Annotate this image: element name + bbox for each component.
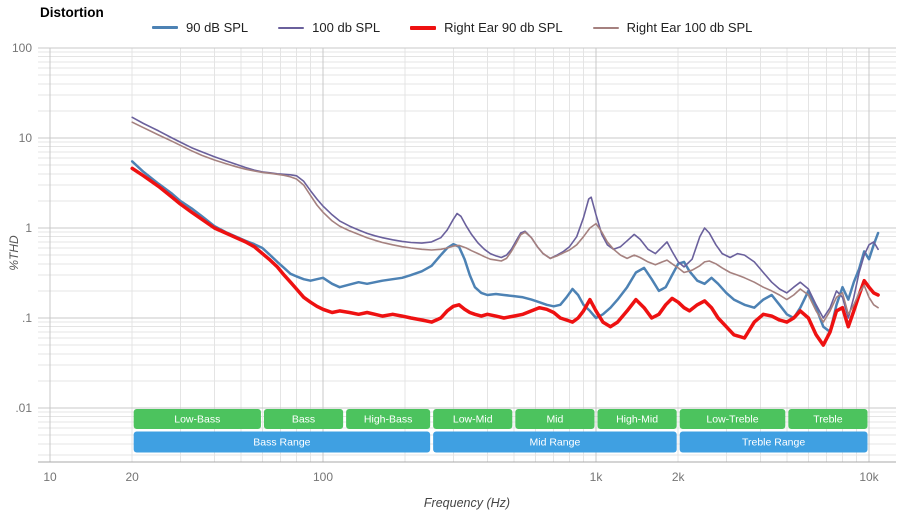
band-treble-range[interactable]: Treble Range: [679, 431, 868, 453]
x-tick-2k: 2k: [672, 470, 686, 484]
x-tick-10k: 10k: [859, 470, 879, 484]
band-rect[interactable]: [433, 431, 677, 453]
band-rect[interactable]: [515, 409, 595, 429]
legend-swatch: [152, 26, 178, 29]
y-axis-title: %THD: [7, 235, 21, 271]
band-rect[interactable]: [679, 431, 868, 453]
band-low-mid[interactable]: Low-Mid: [433, 409, 513, 429]
y-tick-1: 1: [25, 221, 32, 235]
band-label: High-Mid: [616, 414, 658, 426]
band-bass-range[interactable]: Bass Range: [133, 431, 431, 453]
legend-label: Right Ear 100 db SPL: [626, 20, 753, 35]
band-label: Mid Range: [530, 437, 581, 449]
legend-label: 90 dB SPL: [186, 20, 249, 35]
page-title: Distortion: [40, 5, 104, 20]
band-label: Low-Treble: [706, 414, 758, 426]
band-mid-range[interactable]: Mid Range: [433, 431, 677, 453]
legend-swatch: [278, 26, 305, 29]
series-right-ear-90-db-spl: [130, 166, 880, 347]
band-rect[interactable]: [597, 409, 677, 429]
band-label: High-Bass: [364, 414, 412, 426]
band-label: Low-Mid: [453, 414, 493, 426]
y-tick-01: .01: [15, 401, 32, 415]
band-label: Low-Bass: [174, 414, 220, 426]
y-tick-100: 100: [12, 41, 32, 55]
series-90-db-spl: [130, 160, 880, 334]
band-mid[interactable]: Mid: [515, 409, 595, 429]
band-bass[interactable]: Bass: [263, 409, 344, 429]
x-tick-1k: 1k: [590, 470, 604, 484]
band-label: Treble: [813, 414, 843, 426]
band-high-mid[interactable]: High-Mid: [597, 409, 677, 429]
band-rect[interactable]: [433, 409, 513, 429]
legend-item-90-db-spl[interactable]: 90 dB SPL: [152, 20, 248, 35]
legend-swatch: [592, 26, 619, 29]
x-tick-20: 20: [126, 470, 140, 484]
band-low-treble[interactable]: Low-Treble: [679, 409, 786, 429]
legend-item-right-ear-100-db-spl[interactable]: Right Ear 100 db SPL: [592, 20, 753, 35]
legend-item-right-ear-90-db-spl[interactable]: Right Ear 90 db SPL: [410, 20, 563, 35]
y-tick-1: .1: [22, 311, 32, 325]
band-label: Mid: [546, 414, 563, 426]
x-tick-100: 100: [313, 470, 333, 484]
y-tick-10: 10: [19, 131, 33, 145]
legend-label: 100 db SPL: [312, 20, 381, 35]
x-tick-10: 10: [43, 470, 57, 484]
series-right-ear-100-db-spl: [131, 121, 879, 323]
band-treble[interactable]: Treble: [788, 409, 868, 429]
band-high-bass[interactable]: High-Bass: [346, 409, 431, 429]
band-rect[interactable]: [133, 409, 261, 429]
band-label: Bass: [292, 414, 315, 426]
band-rect[interactable]: [133, 431, 431, 453]
band-label: Bass Range: [253, 437, 310, 449]
legend-label: Right Ear 90 db SPL: [444, 20, 563, 35]
band-rect[interactable]: [263, 409, 344, 429]
legend-swatch: [410, 25, 437, 30]
grid-minor: [38, 48, 896, 462]
band-rect[interactable]: [788, 409, 868, 429]
band-low-bass[interactable]: Low-Bass: [133, 409, 261, 429]
legend: 90 dB SPL 100 db SPL Right Ear 90 db SPL Ri…: [152, 20, 752, 35]
band-rect[interactable]: [679, 409, 786, 429]
legend-item-100-db-spl[interactable]: 100 db SPL: [278, 20, 380, 35]
x-axis-title: Frequency (Hz): [423, 496, 511, 510]
band-rect[interactable]: [346, 409, 431, 429]
band-label: Treble Range: [742, 437, 805, 449]
